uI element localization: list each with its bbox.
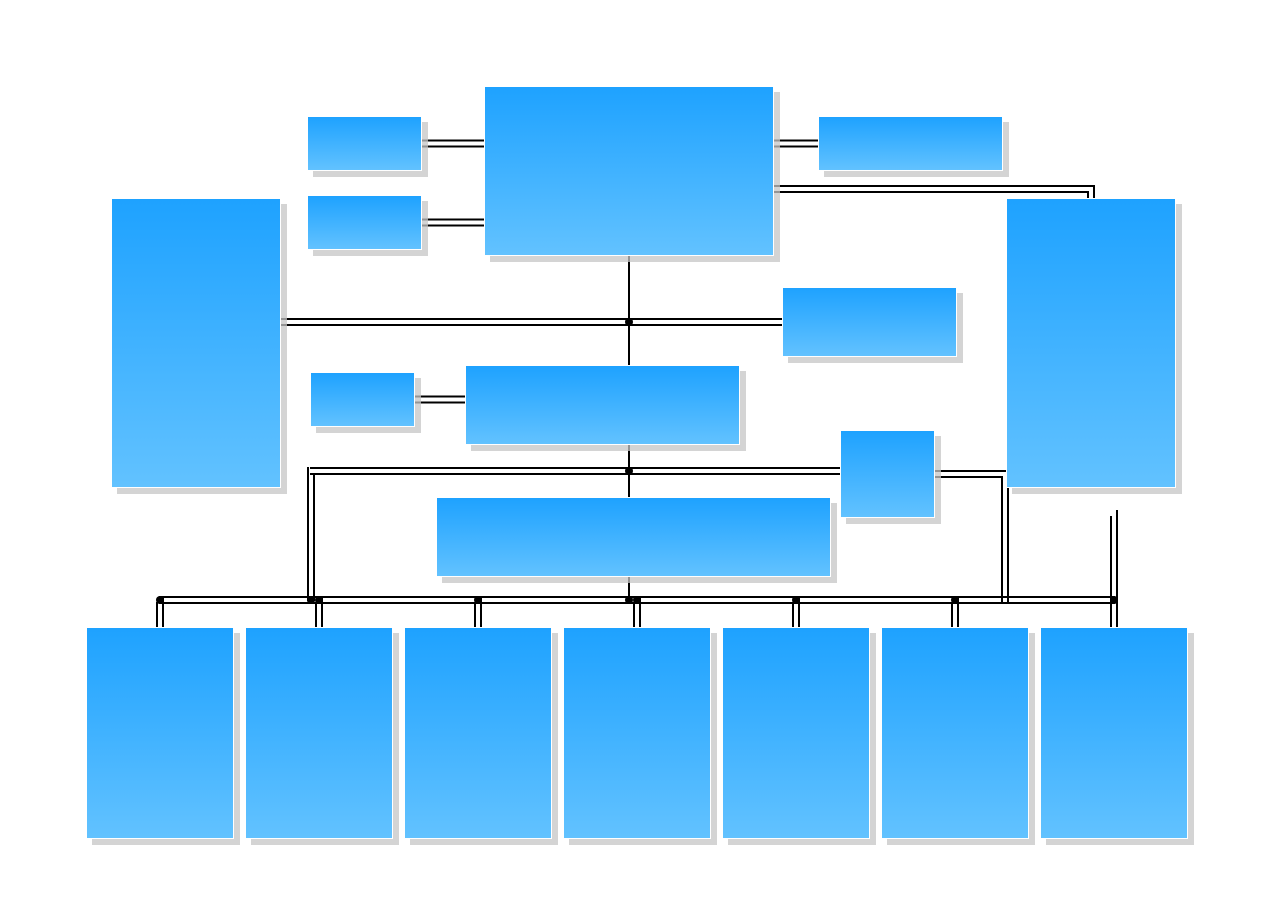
node-n-mid-left: [310, 372, 415, 427]
node-n-right-tall: [1006, 198, 1176, 488]
node-n-b1: [245, 627, 393, 839]
node-n-wide: [436, 497, 831, 577]
node-n-mid: [465, 365, 740, 445]
node-n-b2: [404, 627, 552, 839]
org-chart: [0, 0, 1280, 904]
node-n-b0: [86, 627, 234, 839]
node-n-mid-right: [782, 287, 957, 357]
node-n-left-tall: [111, 198, 281, 488]
node-n-top: [484, 86, 774, 256]
node-n-top-right-a: [818, 116, 1003, 171]
node-n-b4: [722, 627, 870, 839]
node-n-top-left-b: [307, 195, 422, 250]
node-n-b5: [881, 627, 1029, 839]
node-n-b6: [1040, 627, 1188, 839]
node-n-square: [840, 430, 935, 518]
node-n-top-left-a: [307, 116, 422, 171]
node-n-b3: [563, 627, 711, 839]
